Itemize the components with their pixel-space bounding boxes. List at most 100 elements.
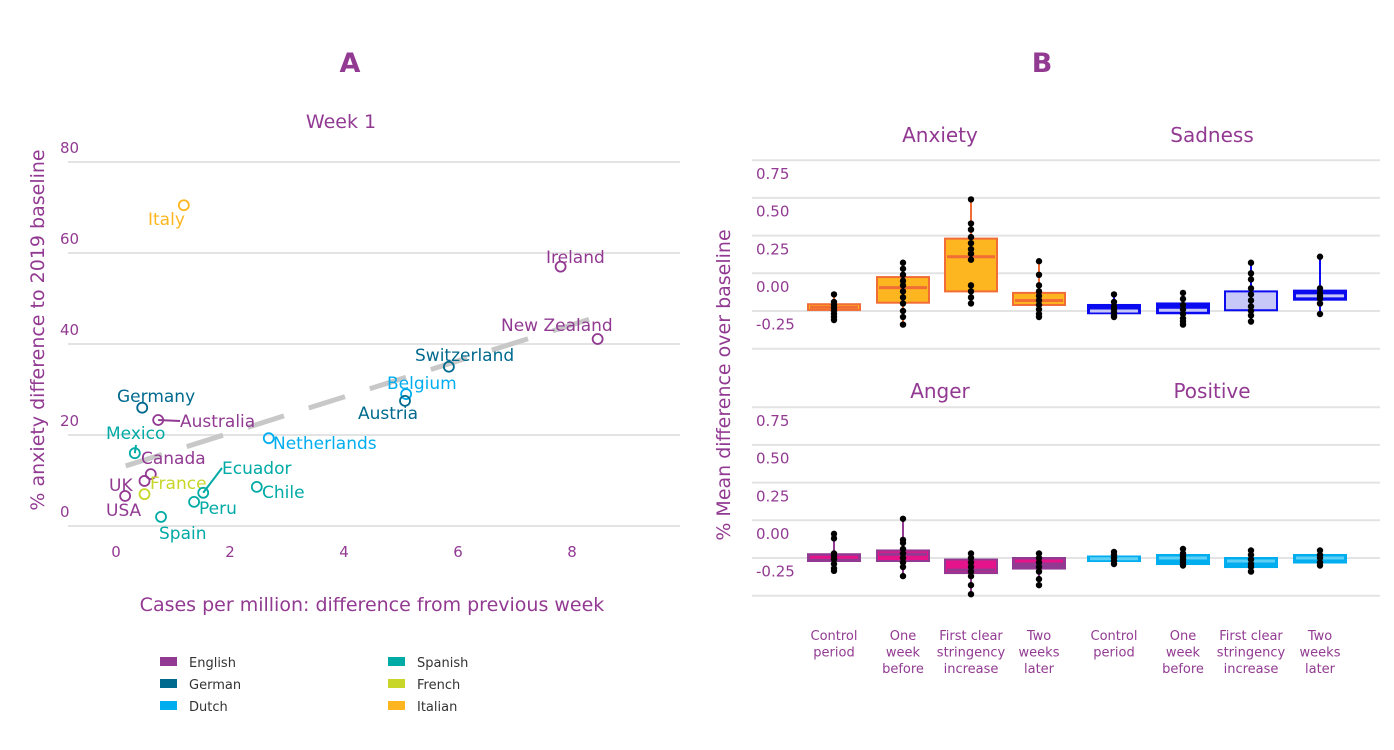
legend-swatch-german — [160, 679, 177, 688]
x-tick-label: 2 — [225, 543, 235, 561]
point-label: Austria — [358, 404, 418, 424]
box-anxiety-2 — [944, 196, 998, 307]
data-point — [1247, 303, 1255, 310]
point-label: Germany — [117, 387, 195, 407]
data-point — [1035, 292, 1043, 300]
data-point — [1247, 556, 1255, 563]
data-point — [967, 250, 975, 257]
data-point — [967, 239, 975, 247]
data-point — [1179, 321, 1187, 328]
data-point — [1035, 271, 1043, 279]
scatter-y-axis-title: % anxiety difference to 2019 baseline — [27, 149, 49, 510]
point-label: Australia — [180, 412, 255, 432]
y-tick-label: 0.75 — [756, 412, 789, 430]
data-point — [1110, 560, 1118, 568]
x-category-label: increase — [944, 662, 999, 677]
point-label: France — [150, 474, 207, 494]
data-point-mexico — [128, 447, 141, 460]
legend-swatch-dutch — [160, 701, 177, 710]
data-point-usa — [119, 490, 132, 502]
x-category-label: Control — [1091, 629, 1138, 644]
x-category-label: later — [1305, 662, 1336, 677]
box-anger-0 — [807, 530, 861, 575]
data-point — [1247, 563, 1255, 571]
data-point — [967, 233, 975, 241]
data-point — [1110, 291, 1118, 298]
x-tick-label: 4 — [339, 543, 349, 561]
data-point — [1247, 307, 1255, 315]
data-point — [830, 291, 838, 298]
data-point — [967, 288, 975, 295]
x-category-label: before — [882, 662, 924, 677]
point-label: USA — [106, 501, 142, 521]
data-point — [1179, 545, 1187, 553]
data-point — [967, 554, 975, 562]
legend: English German Dutch Spanish French Italian — [160, 656, 468, 715]
data-point — [967, 559, 975, 566]
data-point — [899, 559, 907, 566]
data-point — [1247, 547, 1255, 554]
panel-a-label: A — [340, 48, 361, 79]
legend-label: French — [417, 678, 460, 693]
box-sadness-3 — [1293, 253, 1347, 318]
data-point — [1316, 253, 1324, 260]
data-point — [899, 554, 907, 562]
data-point-austria — [399, 394, 411, 407]
data-point — [967, 245, 975, 253]
data-point — [1035, 575, 1043, 583]
x-tick-label: 8 — [567, 543, 577, 561]
data-point-ireland — [554, 260, 567, 273]
data-point — [899, 294, 907, 301]
x-category-label: period — [813, 646, 854, 661]
facet-title-anger: Anger — [910, 379, 970, 403]
box-anger-3 — [1012, 550, 1066, 589]
data-point — [1316, 562, 1324, 569]
y-tick-label: 0.75 — [756, 165, 789, 183]
box-positive-2 — [1224, 547, 1278, 575]
x-category-label: week — [886, 646, 921, 661]
data-point — [830, 560, 838, 568]
data-point — [1035, 550, 1043, 557]
data-point — [899, 572, 907, 580]
x-category-label: First clear — [1219, 629, 1283, 644]
x-category-label: week — [1166, 646, 1201, 661]
data-point — [899, 300, 907, 307]
point-label: Peru — [199, 499, 237, 519]
x-category-label: weeks — [1019, 646, 1060, 661]
data-point — [1035, 563, 1043, 571]
box-positive-0 — [1087, 548, 1141, 568]
facet-title-anxiety: Anxiety — [902, 123, 978, 147]
data-point-italy — [177, 199, 190, 212]
data-point-netherlands — [262, 432, 275, 445]
x-tick-label: 0 — [111, 543, 121, 561]
data-point — [1179, 301, 1187, 309]
data-point — [967, 563, 975, 571]
point-label: Chile — [262, 483, 305, 503]
data-point — [1247, 270, 1255, 277]
data-point — [1247, 259, 1255, 266]
legend-label: Spanish — [417, 656, 468, 671]
data-point — [1179, 289, 1187, 297]
data-point-chile — [250, 480, 263, 493]
x-category-label: period — [1093, 646, 1134, 661]
legend-label: German — [189, 678, 241, 693]
data-point — [899, 545, 907, 553]
scatter-plot: 0 20 40 60 80 0 2 4 6 8 Italy Ireland New Zealand Swi… — [60, 139, 680, 561]
x-category-label: One — [1170, 629, 1196, 644]
box-anger-1 — [876, 515, 930, 580]
y-tick-label: 0.00 — [756, 278, 789, 296]
data-point — [1316, 295, 1324, 303]
legend-label: English — [189, 656, 236, 671]
data-point — [899, 259, 907, 266]
data-point — [899, 271, 907, 279]
data-point — [899, 282, 907, 289]
x-category-label: Two — [1026, 629, 1051, 644]
data-point — [967, 196, 975, 203]
data-point — [967, 590, 975, 598]
data-point — [899, 288, 907, 295]
x-category-label: stringency — [1217, 646, 1286, 661]
data-point — [967, 226, 975, 233]
data-point — [1316, 285, 1324, 292]
point-label: Ireland — [546, 248, 605, 268]
